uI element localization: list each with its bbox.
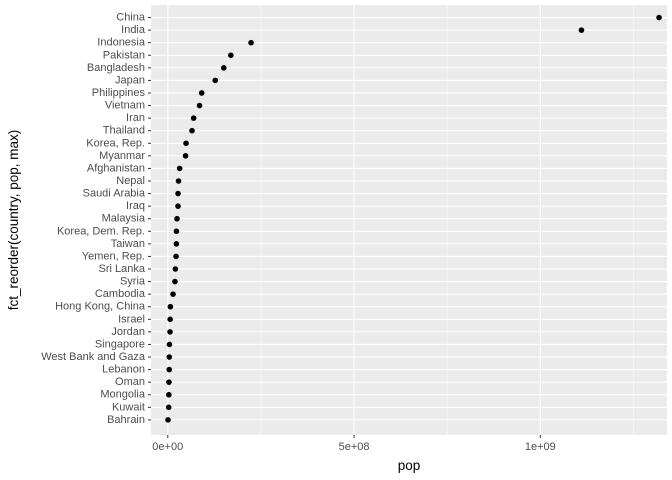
y-axis-title: fct_reorder(country, pop, max) (6, 130, 21, 311)
y-tick-label: Kuwait (112, 401, 145, 413)
data-point (166, 366, 173, 373)
data-point (172, 278, 178, 285)
y-tick-label: West Bank and Gaza (41, 351, 146, 363)
data-point (167, 316, 173, 323)
data-point (175, 178, 182, 184)
data-point (166, 341, 173, 348)
data-point (167, 329, 173, 335)
data-point (165, 417, 171, 423)
data-point (175, 203, 181, 209)
y-tick-label: Hong Kong, China (55, 301, 146, 313)
y-tick-label: Malaysia (102, 213, 146, 225)
data-point (167, 303, 174, 310)
y-tick-label: Philippines (92, 87, 146, 99)
y-tick-label: Korea, Rep. (86, 137, 145, 149)
x-tick-label: 0e+00 (152, 441, 183, 453)
x-tick-label: 1e+09 (525, 441, 556, 453)
data-point (578, 27, 585, 33)
data-point (173, 241, 180, 247)
y-tick-label: Yemen, Rep. (82, 250, 145, 262)
y-tick-label: Saudi Arabia (83, 188, 146, 200)
y-tick-label: Bangladesh (87, 62, 145, 74)
y-tick-label: Vietnam (105, 100, 145, 112)
data-point (182, 153, 189, 159)
data-point (248, 39, 254, 46)
y-tick-label: Afghanistan (87, 162, 145, 174)
data-point (196, 102, 203, 109)
data-point (166, 379, 172, 385)
y-tick-label: Myanmar (99, 150, 145, 162)
data-point (183, 140, 189, 147)
data-point (212, 77, 219, 84)
data-point (221, 65, 227, 71)
data-point (198, 90, 205, 96)
y-tick-label: Indonesia (97, 37, 146, 49)
y-tick-label: Syria (120, 276, 146, 288)
y-tick-label: Singapore (95, 338, 145, 350)
y-tick-label: Jordan (111, 326, 145, 338)
data-point (165, 404, 172, 411)
panel-background (151, 5, 667, 435)
data-point (166, 391, 172, 398)
data-point (166, 354, 173, 360)
grid-minor-lines (260, 5, 634, 435)
data-point (173, 228, 180, 235)
y-tick-label: India (121, 24, 146, 36)
y-tick-label: Japan (115, 74, 145, 86)
y-tick-label: Sri Lanka (99, 263, 146, 275)
data-points (165, 14, 662, 423)
x-axis-ticks: 0e+00 5e+08 1e+09 (152, 435, 556, 453)
data-point (173, 253, 179, 260)
y-tick-label: Thailand (103, 125, 145, 137)
y-tick-label: Lebanon (102, 364, 145, 376)
y-tick-label: China (116, 12, 146, 24)
y-tick-label: Pakistan (103, 49, 145, 61)
y-tick-label: Taiwan (111, 238, 145, 250)
data-point (189, 127, 195, 134)
data-point (175, 190, 181, 197)
x-tick-label: 5e+08 (339, 441, 370, 453)
y-tick-label: Iraq (126, 200, 145, 212)
data-point (170, 291, 176, 297)
data-point (172, 266, 179, 272)
y-tick-label: Korea, Dem. Rep. (57, 225, 145, 237)
y-tick-label: Cambodia (95, 288, 146, 300)
y-tick-label: Israel (118, 313, 145, 325)
y-tick-label: Nepal (116, 175, 145, 187)
data-point (174, 215, 180, 222)
data-point (176, 165, 183, 172)
grid-major-lines (151, 5, 667, 435)
data-point (656, 14, 662, 21)
y-axis-ticks: ChinaIndiaIndonesiaPakistanBangladeshJap… (41, 12, 151, 426)
data-point (190, 115, 197, 121)
y-tick-label: Oman (115, 376, 145, 388)
y-tick-label: Mongolia (100, 389, 146, 401)
x-axis-title: pop (398, 458, 421, 473)
data-point (228, 52, 234, 59)
y-tick-label: Bahrain (107, 414, 145, 426)
y-tick-label: Iran (126, 112, 145, 124)
